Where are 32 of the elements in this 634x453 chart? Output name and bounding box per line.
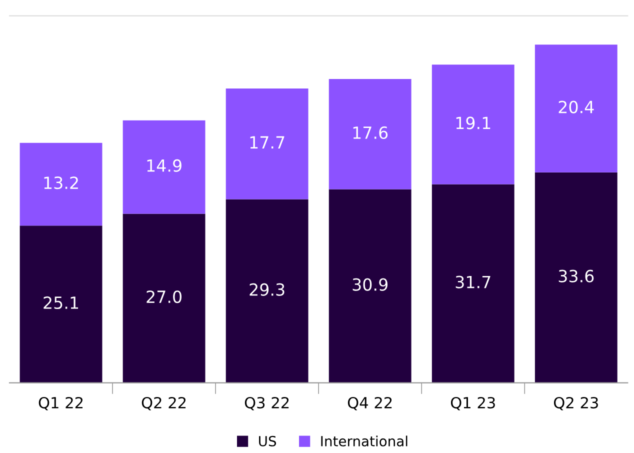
data-label: 31.7	[456, 276, 490, 288]
data-label: 33.6	[558, 270, 594, 282]
x-tick-label: Q1 23	[450, 396, 495, 410]
data-label: 30.9	[352, 278, 388, 291]
legend-label: International	[321, 436, 408, 446]
data-label: 25.1	[44, 296, 78, 310]
data-label: 17.7	[250, 136, 284, 148]
bar	[20, 226, 102, 383]
bar	[432, 64, 514, 184]
bar	[534, 44, 618, 172]
x-tick-label: Q2 22	[142, 396, 186, 410]
data-label: 29.3	[250, 283, 284, 296]
data-label: 27.0	[146, 290, 182, 304]
bar	[122, 120, 206, 214]
legend-label: US	[259, 436, 276, 446]
bar	[534, 172, 618, 383]
bar	[328, 79, 412, 190]
bar	[226, 199, 308, 383]
bar	[122, 214, 206, 383]
data-label: 17.6	[353, 126, 388, 139]
bar	[226, 88, 308, 200]
bar	[20, 142, 102, 226]
x-tick-label: Q3 22	[244, 396, 289, 410]
x-tick-label: Q2 23	[554, 396, 598, 410]
data-label: 20.4	[558, 100, 594, 114]
data-label: 13.2	[44, 176, 78, 190]
bar	[432, 184, 514, 383]
data-label: 14.9	[147, 159, 182, 172]
x-tick-label: Q4 22	[348, 396, 392, 410]
x-tick-label: Q1 22	[38, 396, 83, 410]
bar	[328, 189, 412, 383]
data-label: 19.1	[456, 116, 490, 130]
